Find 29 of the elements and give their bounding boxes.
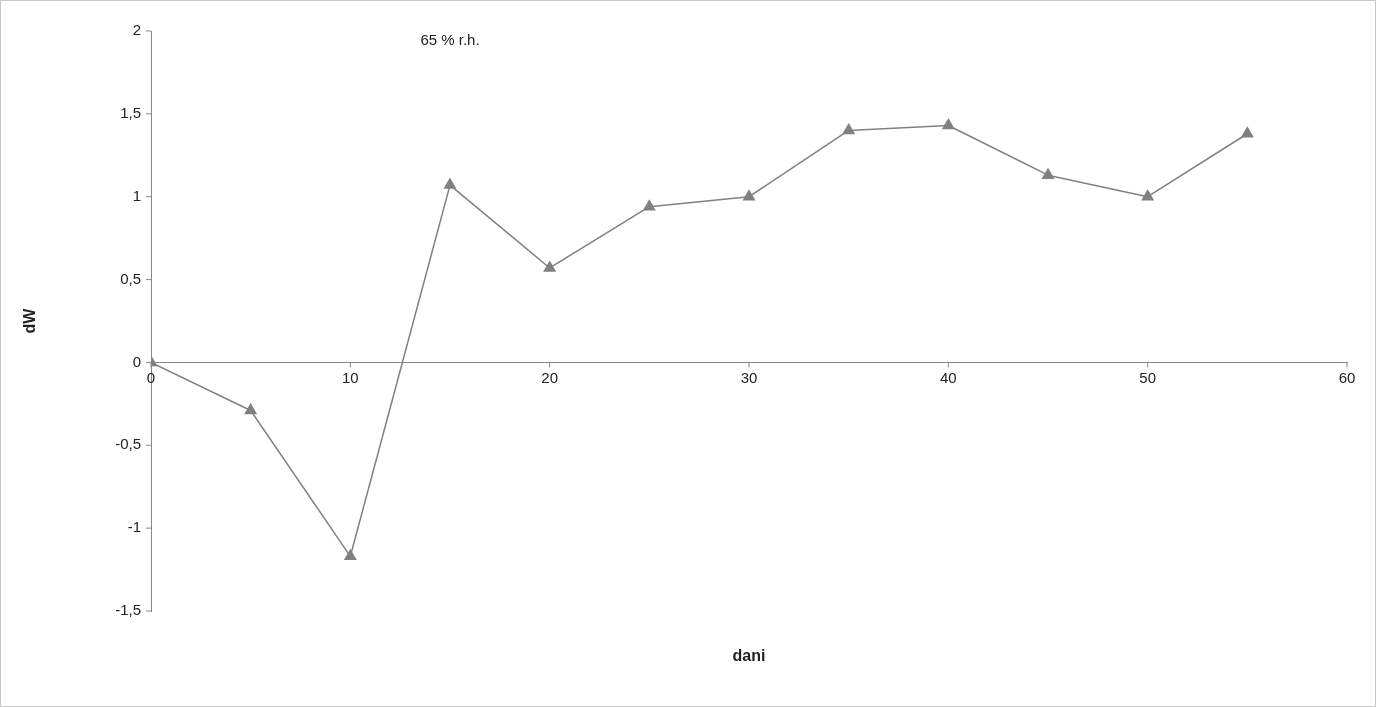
point [842,123,855,135]
y-axis-title: dW [21,307,39,334]
annotation: 65 % r.h. [420,31,480,49]
y-tick-label: 0 [132,352,141,370]
point [942,118,955,130]
point [643,199,656,211]
point [1042,168,1054,179]
x-tick-label: 10 [341,369,359,387]
point [1241,126,1254,138]
y-tick-label: -1,5 [115,601,141,619]
x-tick-label: 50 [1139,369,1157,387]
point [344,549,357,561]
y-tick-label: 0,5 [120,269,141,287]
x-axis-title: dani [732,647,766,665]
point [1141,189,1154,201]
y-tick-label: 2 [132,21,141,39]
x-tick-label: 0 [146,369,156,387]
x-tick-label: 20 [541,369,559,387]
y-tick-label: 1 [132,186,141,204]
x-tick-label: 30 [740,369,758,387]
point [543,261,556,272]
y-tick-label: 1,5 [120,104,141,121]
x-tick-label: 40 [939,369,957,387]
y-tick-label: -1 [127,518,141,536]
point [444,178,456,189]
point [743,189,755,201]
x-tick-label: 60 [1338,369,1356,387]
point [244,403,257,415]
y-tick-label: -0,5 [115,435,141,453]
